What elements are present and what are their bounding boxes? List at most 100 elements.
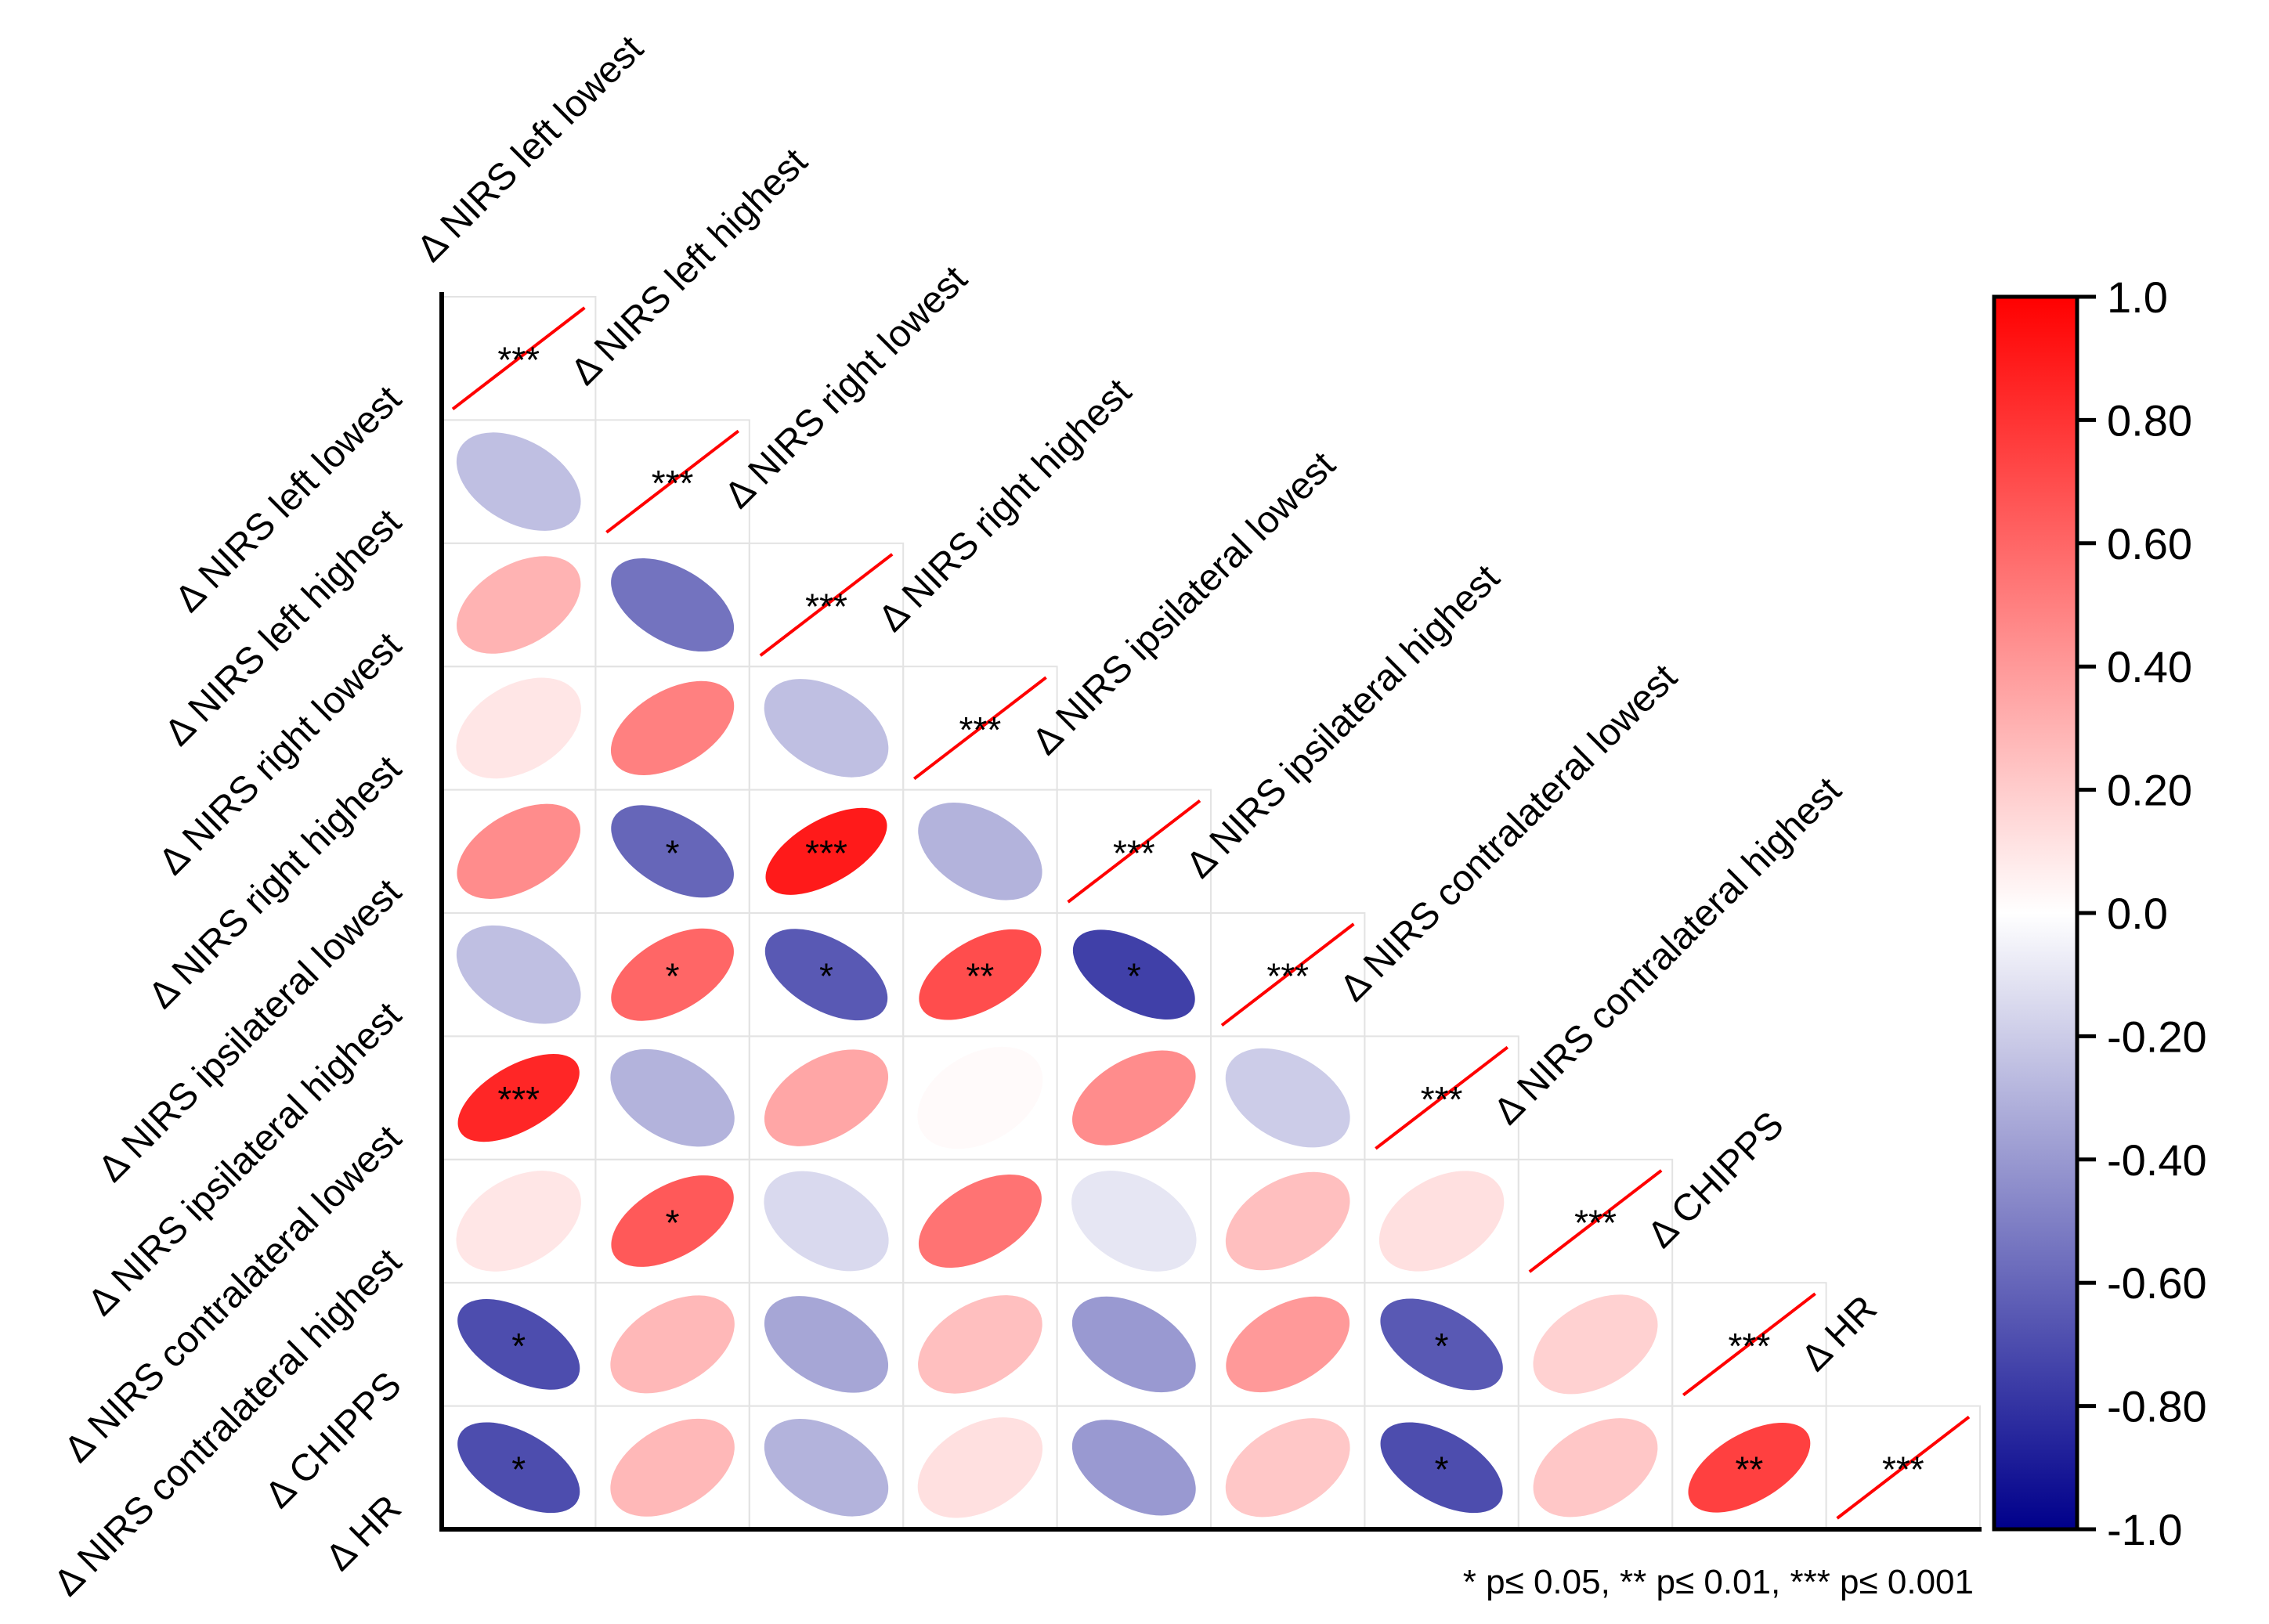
diagonal-line-7	[1528, 1169, 1663, 1273]
significance-mark-6-0: ***	[497, 1079, 540, 1120]
significance-mark-0-0: ***	[497, 340, 540, 381]
significance-mark-5-2: *	[819, 956, 833, 997]
correlation-ellipse-9-5	[1225, 1418, 1350, 1518]
colorbar-tick-label-2: 0.60	[2107, 519, 2192, 568]
significance-mark-7-7: ***	[1574, 1203, 1617, 1243]
diagonal-line-5	[1220, 922, 1355, 1027]
correlation-ellipse-6-5	[1225, 1048, 1350, 1148]
colorbar-tick-label-7: -0.40	[2107, 1135, 2207, 1185]
correlation-ellipse-4-3	[918, 803, 1042, 900]
correlation-ellipse-8-0	[457, 1299, 580, 1390]
correlation-ellipse-7-0	[456, 1171, 581, 1272]
correlation-ellipse-7-4	[1071, 1171, 1197, 1272]
correlation-ellipse-8-5	[1226, 1296, 1350, 1393]
significance-mark-5-1: *	[666, 956, 680, 997]
diagonal-line-4	[1067, 799, 1201, 904]
diagonal-line-0	[451, 306, 586, 410]
correlation-ellipse-7-2	[764, 1171, 889, 1272]
correlation-ellipse-4-1	[611, 805, 734, 898]
significance-mark-9-8: **	[1735, 1449, 1763, 1489]
row-label-delta-nirs-left-highest: Δ NIRS left highest	[157, 501, 409, 753]
correlation-ellipse-9-6	[1380, 1422, 1503, 1514]
correlation-ellipse-7-5	[1225, 1171, 1350, 1271]
colorbar-tick-label-5: 0.0	[2107, 889, 2168, 938]
correlation-ellipse-9-8	[1688, 1423, 1811, 1513]
colorbar-tick-label-0: 1.0	[2107, 272, 2168, 322]
correlation-ellipse-5-3	[919, 929, 1042, 1020]
significance-mark-8-8: ***	[1729, 1326, 1771, 1366]
significance-mark-9-0: *	[511, 1449, 526, 1489]
correlation-ellipse-5-2	[764, 929, 888, 1021]
significance-mark-4-1: *	[666, 832, 680, 873]
column-label-delta-nirs-left-highest: Δ NIRS left highest	[563, 141, 815, 393]
diagonal-line-2	[759, 553, 894, 657]
correlation-ellipse-9-7	[1533, 1418, 1658, 1518]
colorbar-tick-label-9: -0.80	[2107, 1382, 2207, 1431]
correlation-ellipse-9-3	[917, 1417, 1043, 1518]
ellipse-layer: ************* *** **** * ** * ****** **** **** * *…	[451, 306, 1971, 1520]
correlation-ellipse-4-2	[765, 807, 887, 895]
colorbar-ticks: 1.0 0.80 0.60 0.40 0.20 0.0 -0.20 -0.40 -0.60 -0.…	[2077, 272, 2207, 1554]
row-label-delta-hr: Δ HR	[318, 1488, 410, 1579]
correlation-ellipse-2-0	[457, 556, 581, 654]
correlation-ellipse-6-3	[917, 1046, 1043, 1149]
significance-mark-5-4: *	[1127, 956, 1141, 997]
colorbar-gradient	[1992, 294, 2079, 1532]
significance-mark-8-6: *	[1435, 1326, 1449, 1366]
diagonal-line-6	[1375, 1045, 1509, 1150]
significance-mark-1-1: ***	[652, 463, 694, 503]
correlation-ellipse-7-3	[918, 1174, 1042, 1269]
axes	[439, 292, 1982, 1532]
correlation-ellipse-9-0	[457, 1422, 580, 1514]
significance-mark-7-1: *	[666, 1203, 680, 1243]
correlation-ellipse-7-1	[611, 1175, 734, 1267]
correlation-ellipse-9-2	[764, 1419, 889, 1517]
colorbar-tick-label-6: -0.20	[2107, 1012, 2207, 1061]
significance-mark-6-6: ***	[1421, 1079, 1463, 1120]
column-label-delta-nirs-left-lowest: Δ NIRS left lowest	[410, 28, 652, 270]
column-label-delta-chipps: Δ CHIPPS	[1640, 1104, 1792, 1256]
correlation-ellipse-8-4	[1071, 1296, 1196, 1393]
correlation-ellipse-6-2	[764, 1049, 889, 1146]
correlation-ellipse-8-1	[610, 1295, 735, 1394]
diagonal-line-8	[1682, 1292, 1816, 1397]
diagonal-line-3	[912, 676, 1047, 781]
diagonal-line-1	[605, 429, 740, 534]
correlation-ellipse-6-1	[610, 1048, 735, 1147]
correlation-ellipse-1-0	[456, 432, 581, 531]
correlation-ellipse-8-3	[918, 1295, 1042, 1394]
correlation-ellipse-7-6	[1378, 1171, 1505, 1272]
correlation-ellipse-8-7	[1533, 1294, 1658, 1395]
significance-mark-5-5: ***	[1266, 956, 1309, 997]
correlation-ellipse-3-1	[610, 680, 735, 776]
significance-mark-8-0: *	[511, 1326, 526, 1366]
column-label-delta-nirs-right-highest: Δ NIRS right highest	[871, 371, 1140, 640]
colorbar: 1.0 0.80 0.60 0.40 0.20 0.0 -0.20 -0.40 -0.60 -0.…	[1992, 272, 2207, 1554]
correlation-ellipse-2-1	[611, 558, 735, 652]
significance-mark-3-3: ***	[959, 709, 1002, 750]
correlation-ellipse-9-4	[1071, 1420, 1196, 1516]
colorbar-tick-label-4: 0.20	[2107, 766, 2192, 815]
column-label-delta-nirs-right-lowest: Δ NIRS right lowest	[717, 258, 975, 517]
correlation-ellipse-3-0	[456, 677, 581, 779]
significance-mark-5-3: **	[966, 956, 994, 997]
column-label-delta-nirs-ipsilateral-lowest: Δ NIRS ipsilateral lowest	[1024, 444, 1343, 763]
colorbar-tick-label-10: -1.0	[2107, 1505, 2183, 1554]
colorbar-tick-label-1: 0.80	[2107, 395, 2192, 445]
correlation-ellipse-8-6	[1380, 1298, 1503, 1391]
column-label-delta-nirs-ipsilateral-highest: Δ NIRS ipsilateral highest	[1179, 557, 1508, 886]
significance-mark-9-9: ***	[1882, 1449, 1924, 1489]
correlation-ellipse-4-0	[457, 803, 580, 899]
diagonal-line-9	[1836, 1416, 1971, 1520]
significance-mark-2-2: ***	[805, 586, 847, 627]
correlation-ellipse-8-2	[764, 1296, 889, 1393]
row-label-delta-nirs-right-lowest: Δ NIRS right lowest	[151, 625, 410, 883]
colorbar-tick-label-3: 0.40	[2107, 642, 2192, 691]
correlation-ellipse-6-4	[1072, 1050, 1196, 1146]
significance-mark-4-4: ***	[1113, 832, 1155, 873]
correlation-ellipse-6-0	[457, 1053, 580, 1142]
correlation-ellipse-3-2	[764, 679, 889, 778]
colorbar-tick-label-8: -0.60	[2107, 1258, 2207, 1308]
correlation-ellipse-9-1	[610, 1418, 735, 1517]
